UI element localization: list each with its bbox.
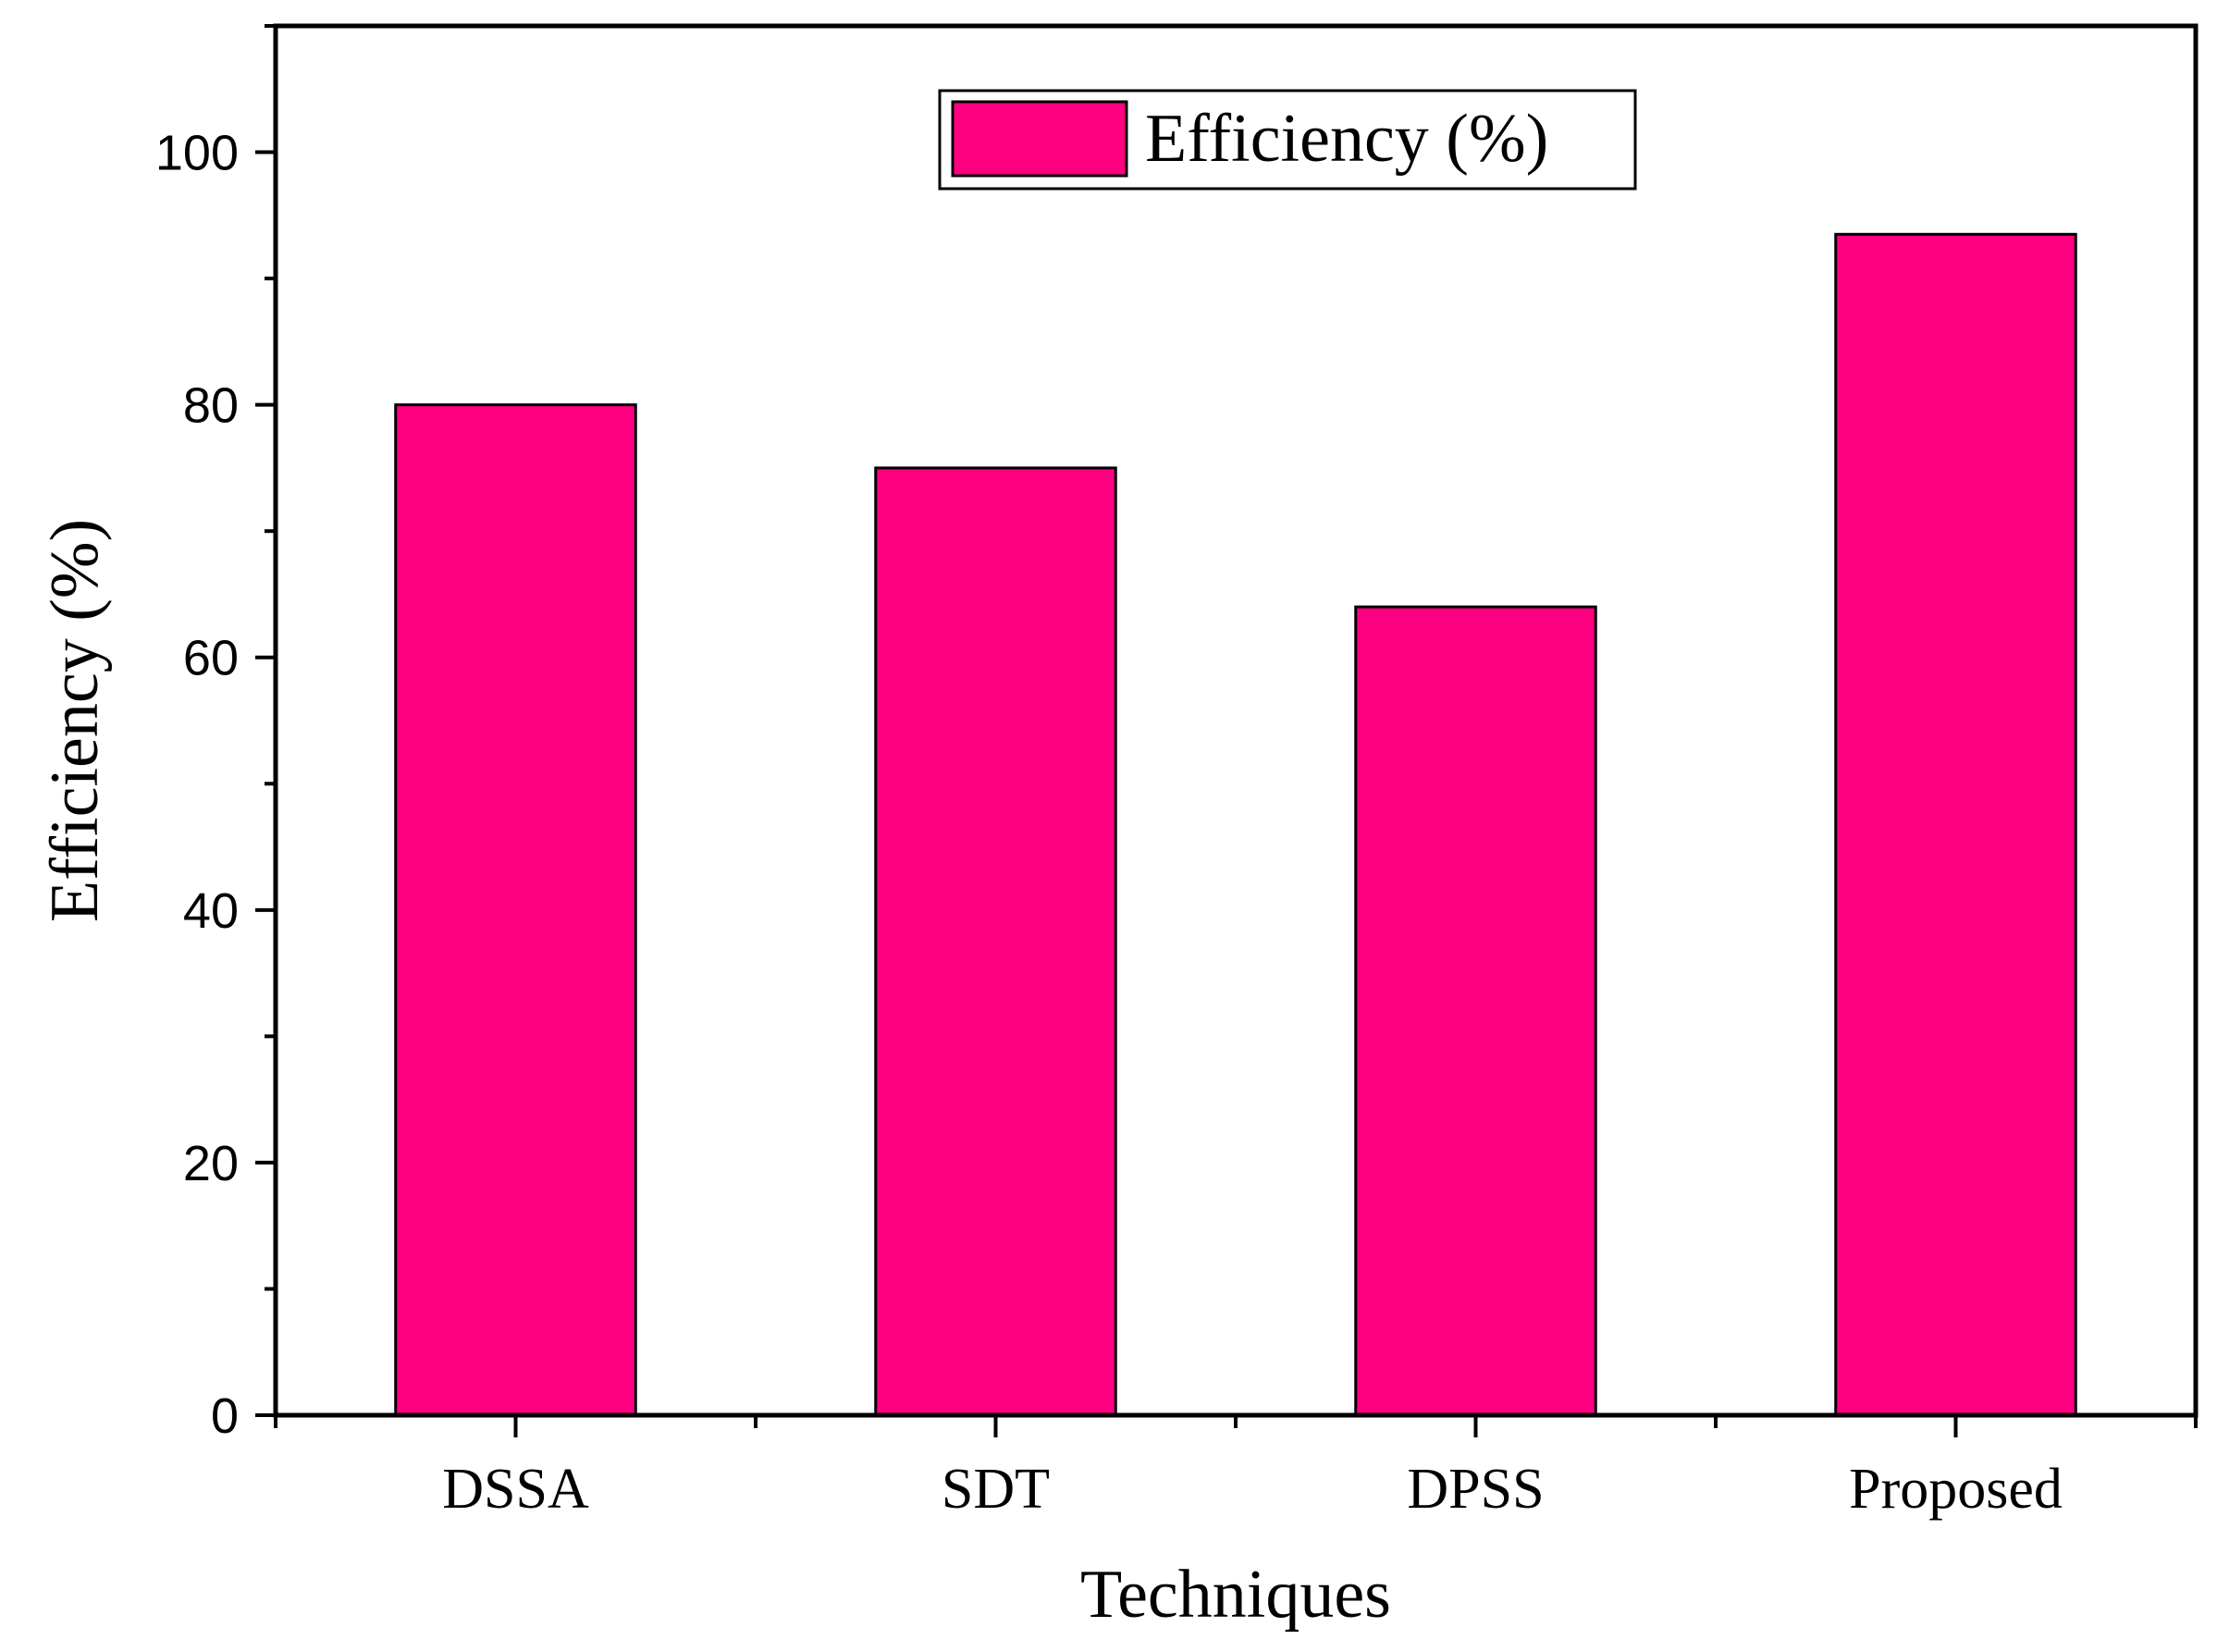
legend-label: Efficiency (%): [1145, 101, 1548, 177]
bars-group: [394, 232, 2077, 1417]
y-axis: 0 20 40 60 80 100: [155, 24, 276, 1444]
x-tick-label-dssa: DSSA: [442, 1458, 589, 1521]
x-axis: DSSA SDT DPSS Proposed: [274, 1415, 2198, 1521]
bar-sdt: [874, 466, 1117, 1417]
bar-dpss: [1354, 605, 1597, 1417]
y-tick-label: 80: [183, 378, 239, 434]
x-tick-label-dpss: DPSS: [1407, 1458, 1544, 1521]
y-tick-label: 0: [211, 1388, 239, 1444]
legend: Efficiency (%): [938, 89, 1637, 191]
y-axis-title: Efficiency (%): [37, 519, 113, 922]
y-tick-label: 60: [183, 631, 239, 686]
y-tick-label: 20: [183, 1136, 239, 1191]
bar-dssa: [394, 403, 637, 1417]
x-tick-label-proposed: Proposed: [1849, 1458, 2063, 1521]
y-tick-label: 100: [155, 126, 239, 181]
x-axis-title: Techniques: [1080, 1557, 1391, 1633]
y-tick-label: 40: [183, 883, 239, 939]
bar-proposed: [1834, 232, 2077, 1417]
x-tick-label-sdt: SDT: [942, 1458, 1050, 1521]
legend-swatch: [951, 100, 1128, 178]
